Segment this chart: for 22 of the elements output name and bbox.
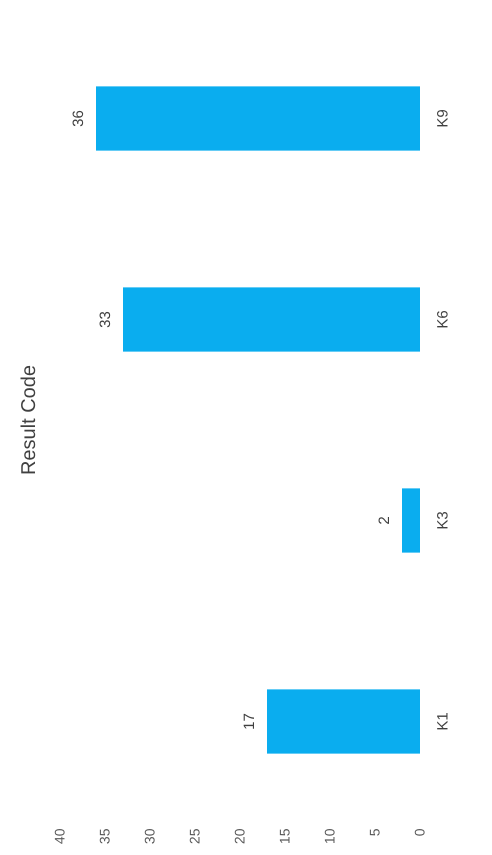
text: Result Code <box>18 364 40 476</box>
x-tick-label: 35 <box>96 828 112 844</box>
x-tick-label: 40 <box>52 828 68 844</box>
data-label: 36 <box>70 110 87 127</box>
y-tick-label: K9 <box>434 109 452 128</box>
x-tick-label: 10 <box>322 828 338 844</box>
x-tick-label: 5 <box>366 828 382 836</box>
bar <box>267 689 420 754</box>
data-label: 2 <box>376 516 393 525</box>
y-tick-label: K6 <box>434 310 452 329</box>
bar <box>96 86 420 151</box>
x-tick-label: 30 <box>142 828 158 844</box>
x-tick-label: 15 <box>276 828 292 844</box>
bar <box>123 287 420 352</box>
y-tick-label: K1 <box>434 712 452 731</box>
bar <box>402 488 420 553</box>
x-tick-label: 0 <box>412 828 428 836</box>
data-label: 17 <box>241 713 258 730</box>
x-tick-label: 25 <box>186 828 202 844</box>
x-tick-label: 20 <box>232 828 248 844</box>
y-tick-label: K3 <box>434 511 452 530</box>
data-label: 33 <box>97 311 114 328</box>
